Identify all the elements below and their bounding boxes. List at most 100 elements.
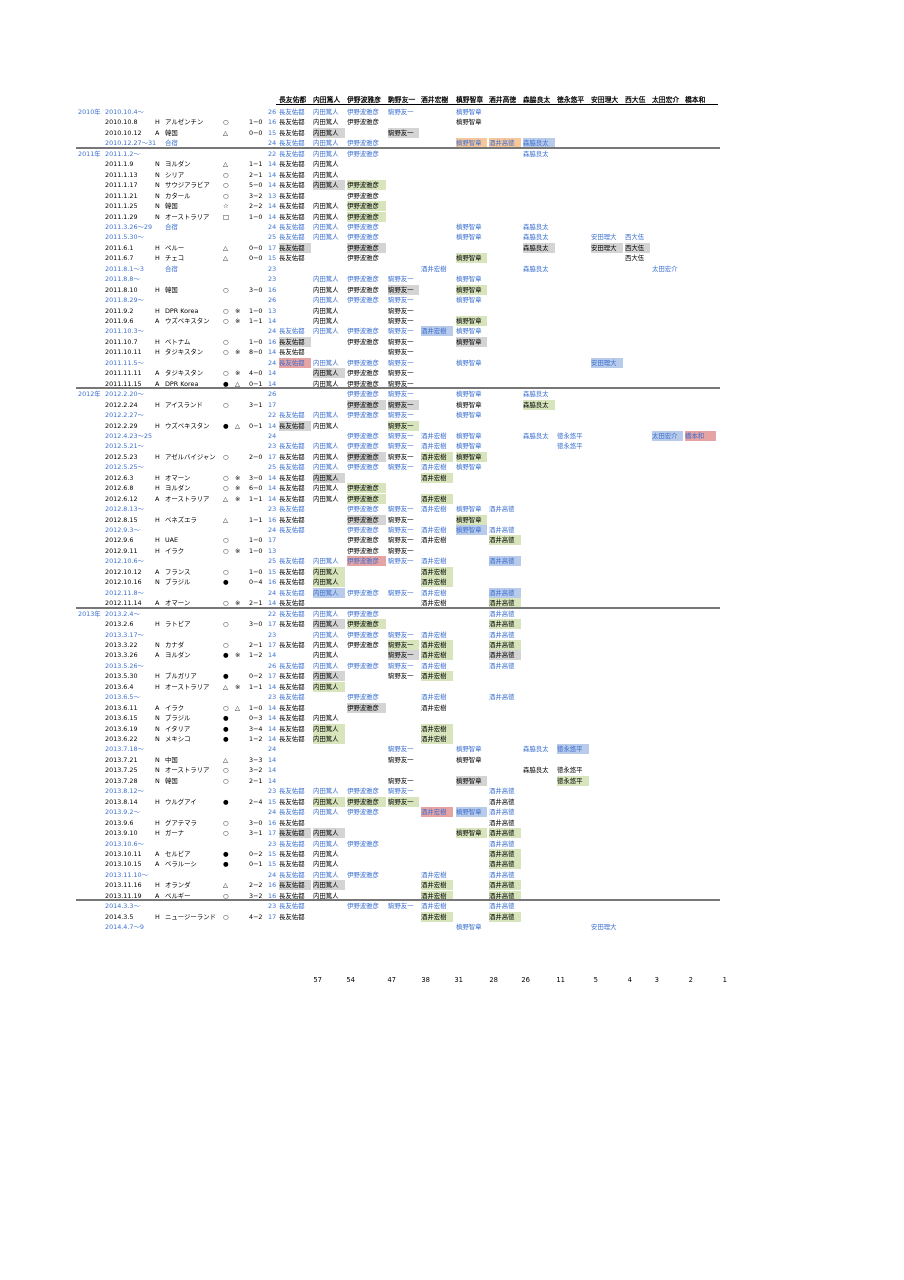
player-cell: 内田篤人 (313, 317, 339, 325)
player-cell: 内田篤人 (313, 557, 339, 565)
opponent: オマーン (165, 474, 191, 482)
result-mark: ○ (223, 599, 229, 607)
note-mark: ※ (235, 683, 241, 691)
player-cell: 内田篤人 (313, 734, 345, 744)
score: 1−0 (249, 307, 263, 315)
player-cell: 酒井宏樹 (421, 505, 447, 513)
match-date: 2011.1.13 (105, 171, 138, 179)
squad-size: 23 (268, 787, 277, 795)
player-cell: 長友佑都 (279, 233, 305, 241)
player-cell: 酒井高徳 (489, 619, 521, 629)
match-date: 2011.1.25 (105, 202, 138, 210)
home-away: A (155, 129, 160, 137)
opponent: UAE (165, 536, 179, 544)
note-mark: ※ (235, 474, 241, 482)
squad-size: 24 (268, 589, 277, 597)
player-cell: 伊野波雅彦 (347, 139, 379, 147)
player-cell: 槙野智章 (456, 828, 487, 838)
player-cell: 伊野波雅彦 (347, 871, 379, 879)
squad-size: 14 (268, 756, 277, 764)
match-date: 2014.3.3〜 (105, 902, 140, 910)
player-cell: 長友佑都 (279, 254, 305, 262)
player-cell: 長友佑都 (279, 557, 305, 565)
opponent: 合宿 (165, 139, 178, 147)
score: 1−2 (249, 735, 263, 743)
player-cell: 伊野波雅彦 (347, 359, 379, 367)
squad-size: 15 (268, 798, 277, 806)
player-cell: 伊野波雅彦 (347, 201, 386, 211)
player-cell: 長友佑都 (279, 725, 305, 733)
squad-size: 14 (268, 171, 277, 179)
result-mark: ○ (223, 819, 229, 827)
score: 3−1 (249, 829, 263, 837)
player-cell: 酒井高徳 (489, 902, 515, 910)
home-away: N (155, 725, 160, 733)
player-cell: 槙野智章 (456, 442, 482, 450)
player-cell: 駒野友一 (388, 400, 419, 410)
result-mark: ○ (223, 453, 229, 461)
player-cell: 駒野友一 (388, 369, 414, 377)
match-date: 2011.5.30〜 (105, 233, 144, 241)
player-cell: 太田宏介 (652, 431, 683, 441)
result-mark: ○ (223, 348, 229, 356)
squad-size: 14 (268, 181, 277, 189)
player-cell: 駒野友一 (388, 631, 414, 639)
score: 2−2 (249, 202, 263, 210)
match-date: 2012.9.11 (105, 547, 138, 555)
home-away: H (155, 118, 160, 126)
result-mark: ● (223, 380, 229, 388)
opponent: アイスランド (165, 401, 203, 409)
score: 3−3 (249, 756, 263, 764)
opponent: ニュージーランド (165, 913, 216, 921)
squad-size: 14 (268, 348, 277, 356)
home-away: H (155, 422, 160, 430)
player-cell: 槙野智章 (456, 756, 482, 764)
score: 4−0 (249, 369, 263, 377)
player-cell: 安田理大 (591, 233, 617, 241)
match-date: 2012.2.29 (105, 422, 138, 430)
squad-size: 23 (268, 442, 277, 450)
home-away: H (155, 254, 160, 262)
home-away: H (155, 307, 160, 315)
note-mark: ※ (235, 317, 241, 325)
player-cell: 伊野波雅彦 (347, 411, 379, 419)
result-mark: ○ (223, 766, 229, 774)
opponent: グアテマラ (165, 819, 197, 827)
player-cell: 森脇良太 (523, 138, 555, 148)
score: 1−1 (249, 317, 263, 325)
opponent: ヨルダン (165, 160, 191, 168)
squad-size: 24 (268, 745, 277, 753)
match-date: 2013.9.10 (105, 829, 138, 837)
column-header: 槙野智章 (456, 96, 484, 104)
player-cell: 酒井宏樹 (421, 880, 453, 890)
match-date: 2011.1.2〜 (105, 150, 140, 158)
match-date: 2013.6.22 (105, 735, 138, 743)
match-date: 2012.9.3〜 (105, 526, 140, 534)
home-away: H (155, 829, 160, 837)
player-cell: 槙野智章 (456, 253, 487, 263)
player-cell: 駒野友一 (388, 128, 419, 138)
opponent: ベネズエラ (165, 516, 197, 524)
squad-size: 13 (268, 547, 277, 555)
player-cell: 長友佑都 (279, 787, 305, 795)
player-cell: 森脇良太 (523, 150, 549, 158)
player-cell: 長友佑都 (279, 442, 305, 450)
result-mark: ○ (223, 547, 229, 555)
player-cell: 内田篤人 (313, 484, 339, 492)
squad-size: 14 (268, 202, 277, 210)
score: 3−0 (249, 620, 263, 628)
player-cell: 内田篤人 (313, 588, 345, 598)
score: 2−4 (249, 798, 263, 806)
player-cell: 内田篤人 (313, 567, 345, 577)
player-cell: 酒井宏樹 (421, 671, 453, 681)
player-cell: 駒野友一 (388, 536, 414, 544)
player-cell: 森脇良太 (523, 432, 549, 440)
opponent: オーストラリア (165, 495, 210, 503)
player-cell: 駒野友一 (388, 547, 414, 555)
opponent: 韓国 (165, 202, 178, 210)
total-count: 57 (313, 976, 322, 984)
result-mark: △ (223, 683, 228, 691)
match-date: 2013.11.10〜 (105, 871, 148, 879)
player-cell: 酒井高徳 (489, 912, 521, 922)
player-cell: 森脇良太 (523, 766, 549, 774)
